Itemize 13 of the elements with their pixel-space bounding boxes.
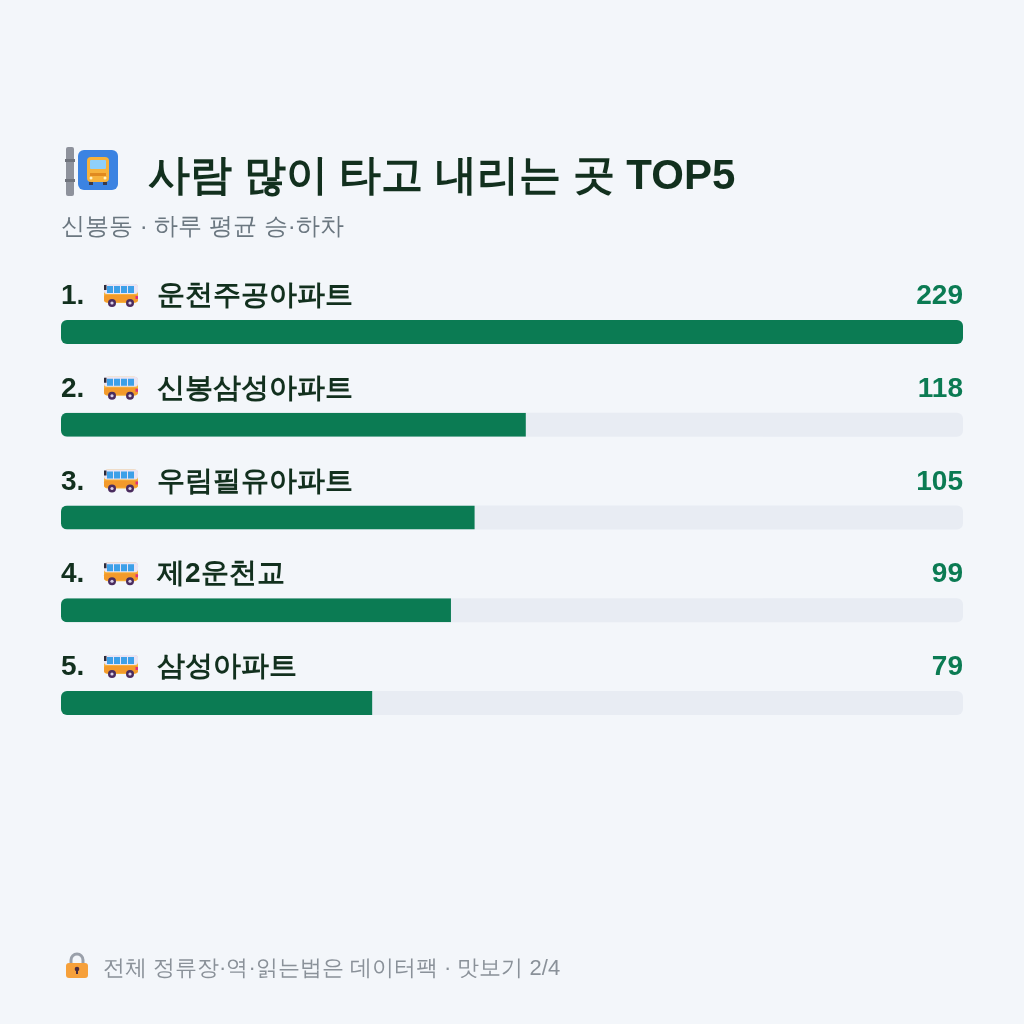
data-label: 105 — [916, 464, 963, 496]
chart-subtitle: 신봉동 · 하루 평균 승·하차 — [61, 212, 344, 239]
data-label: 118 — [917, 371, 963, 403]
data-label: 99 — [931, 557, 963, 589]
category-label: 3. 우림필유아파트 — [61, 464, 353, 496]
text: 전체 정류장·역·읽는법은 데이터팩 · 맛보기 2/4 — [103, 955, 561, 980]
category-label: 1. 운천주공아파트 — [61, 279, 353, 310]
category-label: 5. 삼성아파트 — [61, 650, 297, 681]
chart-title: 사람 많이 타고 내리는 곳 TOP5 — [148, 151, 736, 198]
category-label: 2. 신봉삼성아파트 — [61, 371, 353, 403]
category-label: 4. 제2운천교 — [61, 557, 285, 589]
data-label: 79 — [931, 650, 963, 681]
data-label: 229 — [916, 279, 963, 310]
